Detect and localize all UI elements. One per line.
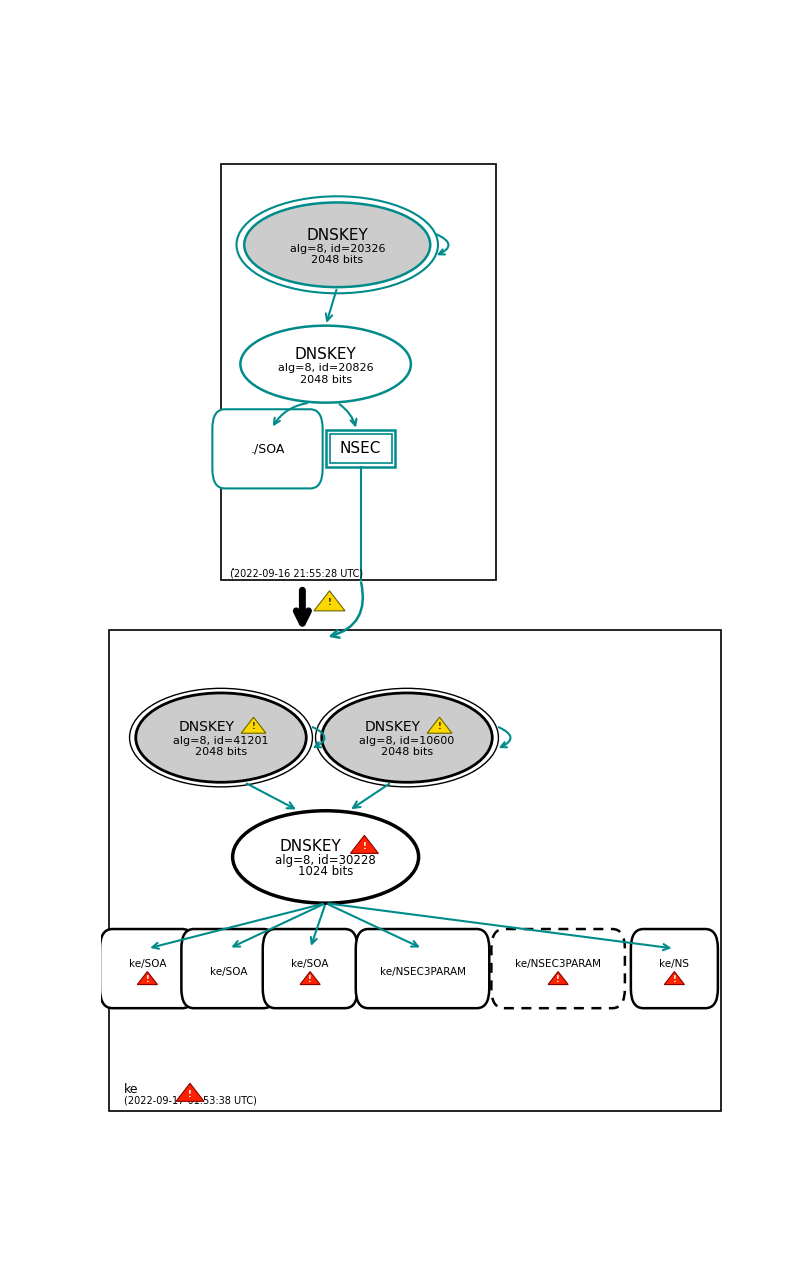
Ellipse shape	[136, 693, 306, 782]
Ellipse shape	[240, 325, 411, 403]
Text: 2048 bits: 2048 bits	[195, 747, 247, 757]
FancyBboxPatch shape	[182, 930, 276, 1008]
Text: alg=8, id=10600: alg=8, id=10600	[359, 735, 454, 745]
Text: alg=8, id=20826: alg=8, id=20826	[278, 363, 374, 373]
Text: DNSKEY: DNSKEY	[365, 720, 421, 734]
Ellipse shape	[236, 197, 438, 293]
Bar	[326, 431, 395, 467]
FancyBboxPatch shape	[212, 409, 323, 489]
Text: DNSKEY: DNSKEY	[279, 838, 341, 853]
Polygon shape	[314, 591, 345, 611]
Text: 1024 bits: 1024 bits	[298, 865, 353, 878]
Text: .: .	[230, 559, 235, 573]
Polygon shape	[664, 972, 684, 984]
Text: ke/SOA: ke/SOA	[210, 966, 248, 977]
Text: ke/NSEC3PARAM: ke/NSEC3PARAM	[379, 966, 466, 977]
Text: NSEC: NSEC	[340, 442, 381, 456]
Text: alg=8, id=20326: alg=8, id=20326	[290, 244, 385, 254]
Text: 2048 bits: 2048 bits	[312, 255, 363, 265]
Ellipse shape	[130, 688, 312, 787]
Text: ke/NS: ke/NS	[659, 959, 689, 969]
Text: ke: ke	[124, 1083, 139, 1096]
Polygon shape	[176, 1083, 204, 1101]
Text: ./SOA: ./SOA	[250, 442, 285, 456]
FancyBboxPatch shape	[100, 930, 194, 1008]
Text: ke/SOA: ke/SOA	[128, 959, 166, 969]
Polygon shape	[137, 972, 157, 984]
Polygon shape	[350, 836, 378, 853]
FancyBboxPatch shape	[491, 930, 625, 1008]
Text: !: !	[145, 975, 149, 984]
Text: (2022-09-17 01:53:38 UTC): (2022-09-17 01:53:38 UTC)	[124, 1095, 257, 1105]
FancyBboxPatch shape	[263, 930, 358, 1008]
Bar	[109, 630, 721, 1111]
Polygon shape	[300, 972, 320, 984]
Text: (2022-09-16 21:55:28 UTC): (2022-09-16 21:55:28 UTC)	[230, 569, 363, 579]
Text: 2048 bits: 2048 bits	[299, 375, 352, 385]
Text: !: !	[556, 975, 560, 984]
Text: DNSKEY: DNSKEY	[295, 348, 357, 362]
Text: DNSKEY: DNSKEY	[179, 720, 235, 734]
Text: ke/SOA: ke/SOA	[291, 959, 329, 969]
Ellipse shape	[316, 688, 499, 787]
Ellipse shape	[245, 202, 430, 287]
Ellipse shape	[322, 693, 492, 782]
Text: alg=8, id=41201: alg=8, id=41201	[174, 735, 269, 745]
Text: !: !	[188, 1090, 192, 1099]
Text: !: !	[362, 842, 366, 851]
Polygon shape	[548, 972, 568, 984]
Text: !: !	[437, 723, 441, 732]
Text: !: !	[252, 723, 256, 732]
Polygon shape	[241, 718, 266, 733]
Text: 2048 bits: 2048 bits	[381, 747, 433, 757]
Bar	[221, 164, 496, 579]
Text: !: !	[328, 598, 332, 607]
Text: DNSKEY: DNSKEY	[307, 229, 368, 243]
FancyBboxPatch shape	[631, 930, 718, 1008]
Ellipse shape	[232, 810, 419, 903]
FancyBboxPatch shape	[356, 930, 489, 1008]
Text: ke/NSEC3PARAM: ke/NSEC3PARAM	[515, 959, 601, 969]
Text: !: !	[672, 975, 676, 984]
Polygon shape	[427, 718, 452, 733]
Text: !: !	[308, 975, 312, 984]
Bar	[329, 434, 391, 464]
Text: alg=8, id=30228: alg=8, id=30228	[275, 853, 376, 866]
